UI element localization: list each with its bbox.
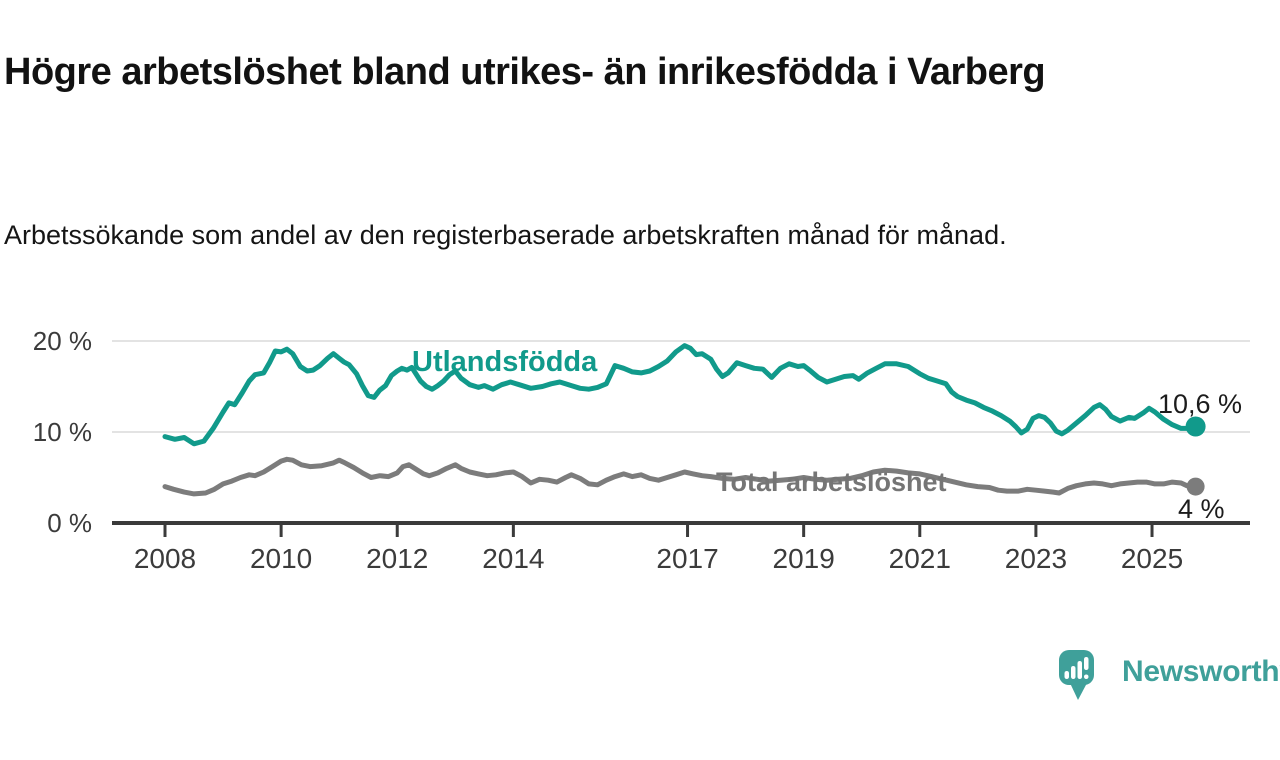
x-tick-label: 2017 xyxy=(656,543,718,574)
x-tick-label: 2023 xyxy=(1005,543,1067,574)
unemployment-line-chart: 0 % 10 % 20 % 2008 2010 2012 2014 2017 2019 2021… xyxy=(33,326,1250,574)
series-label-total-arbetsloshet: Total arbetslöshet xyxy=(716,467,947,497)
newsworthy-branding: Newsworthy xyxy=(1059,650,1280,714)
x-tick-label: 2019 xyxy=(773,543,835,574)
x-tick-label: 2008 xyxy=(134,543,196,574)
series-line-utlandsfodda xyxy=(162,343,1199,447)
y-axis-labels: 0 % 10 % 20 % xyxy=(33,326,92,538)
chart-subtitle: Arbetssökande som andel av den registerb… xyxy=(4,220,1007,250)
x-tick-label: 2025 xyxy=(1121,543,1183,574)
newsworthy-logo-text: Newsworthy xyxy=(1122,655,1280,688)
x-tick-label: 2014 xyxy=(482,543,544,574)
series-end-dot-total xyxy=(1186,477,1205,496)
end-value-label-total: 4 % xyxy=(1178,494,1225,524)
gridlines xyxy=(112,340,1250,525)
y-tick-label: 20 % xyxy=(33,326,92,356)
newsworthy-logo-icon xyxy=(1059,650,1094,700)
page-title: Högre arbetslöshet bland utrikes- än inr… xyxy=(4,51,1046,94)
x-axis: 2008 2010 2012 2014 2017 2019 2021 2023 2025 xyxy=(134,523,1183,574)
y-tick-label: 10 % xyxy=(33,417,92,447)
x-tick-label: 2010 xyxy=(250,543,312,574)
series-label-utlandsfodda: Utlandsfödda xyxy=(412,346,598,378)
y-tick-label: 0 % xyxy=(47,508,92,538)
x-tick-label: 2021 xyxy=(889,543,951,574)
end-value-label-utlandsfodda: 10,6 % xyxy=(1158,389,1242,419)
series-end-dot-utlandsfodda xyxy=(1185,416,1206,437)
x-tick-label: 2012 xyxy=(366,543,428,574)
series-line-total-arbetsloshet xyxy=(162,456,1199,497)
